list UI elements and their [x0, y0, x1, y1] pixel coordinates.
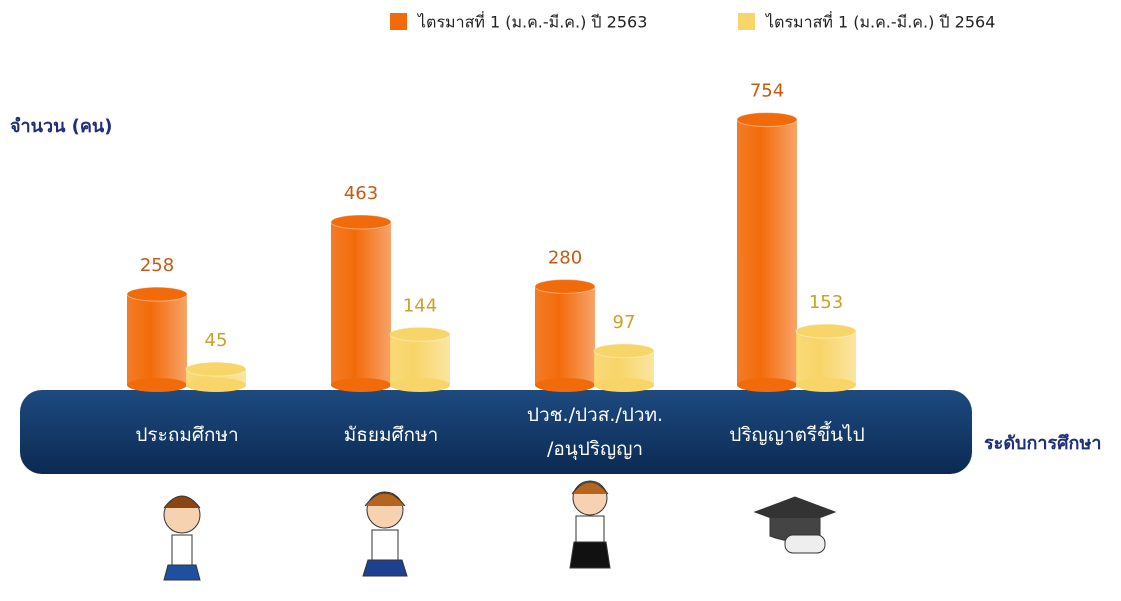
bar — [330, 214, 392, 392]
value-label: 153 — [809, 292, 843, 313]
legend-label: ไตรมาสที่ 1 (ม.ค.-มี.ค.) ปี 2563 — [416, 11, 647, 32]
value-label: 754 — [750, 81, 784, 102]
bar-top — [795, 323, 857, 339]
bar — [534, 278, 596, 392]
x-tick-label: ประถมศึกษา — [135, 424, 239, 446]
bar-top — [593, 343, 655, 359]
category-band — [20, 390, 972, 474]
bar — [593, 343, 655, 392]
bar — [126, 286, 188, 392]
legend-label: ไตรมาสที่ 1 (ม.ค.-มี.ค.) ปี 2564 — [764, 11, 995, 32]
bar — [185, 361, 247, 392]
value-label: 97 — [613, 312, 636, 333]
value-label: 280 — [548, 247, 582, 268]
y-axis-label: จำนวน (คน) — [10, 116, 112, 137]
x-tick-label: ปริญญาตรีขึ้นไป — [729, 424, 865, 446]
bar — [389, 326, 451, 392]
bar-shade — [127, 294, 187, 385]
bar-top — [185, 361, 247, 377]
bar-shade — [331, 222, 391, 385]
bar-top — [389, 326, 451, 342]
bar-shade — [535, 286, 595, 385]
x-axis-label: ระดับการศึกษา — [984, 433, 1101, 454]
bar-top — [126, 286, 188, 302]
value-label: 463 — [344, 183, 378, 204]
bar-top — [330, 214, 392, 230]
legend-swatch — [738, 13, 755, 30]
bar-shade — [737, 119, 797, 385]
value-label: 258 — [140, 255, 174, 276]
illustrations — [163, 480, 837, 581]
bar — [736, 112, 798, 392]
value-label: 144 — [403, 295, 437, 316]
bar — [795, 323, 857, 392]
bar-top — [736, 112, 798, 128]
bar-shade — [390, 334, 450, 385]
value-label: 45 — [205, 330, 228, 351]
legend-swatch — [390, 13, 407, 30]
bar-top — [534, 278, 596, 294]
x-tick-label: ปวช./ปวส./ปวท. /อนุปริญญา — [526, 404, 664, 460]
bar-shade — [796, 331, 856, 385]
x-tick-label: มัธยมศึกษา — [343, 424, 439, 446]
